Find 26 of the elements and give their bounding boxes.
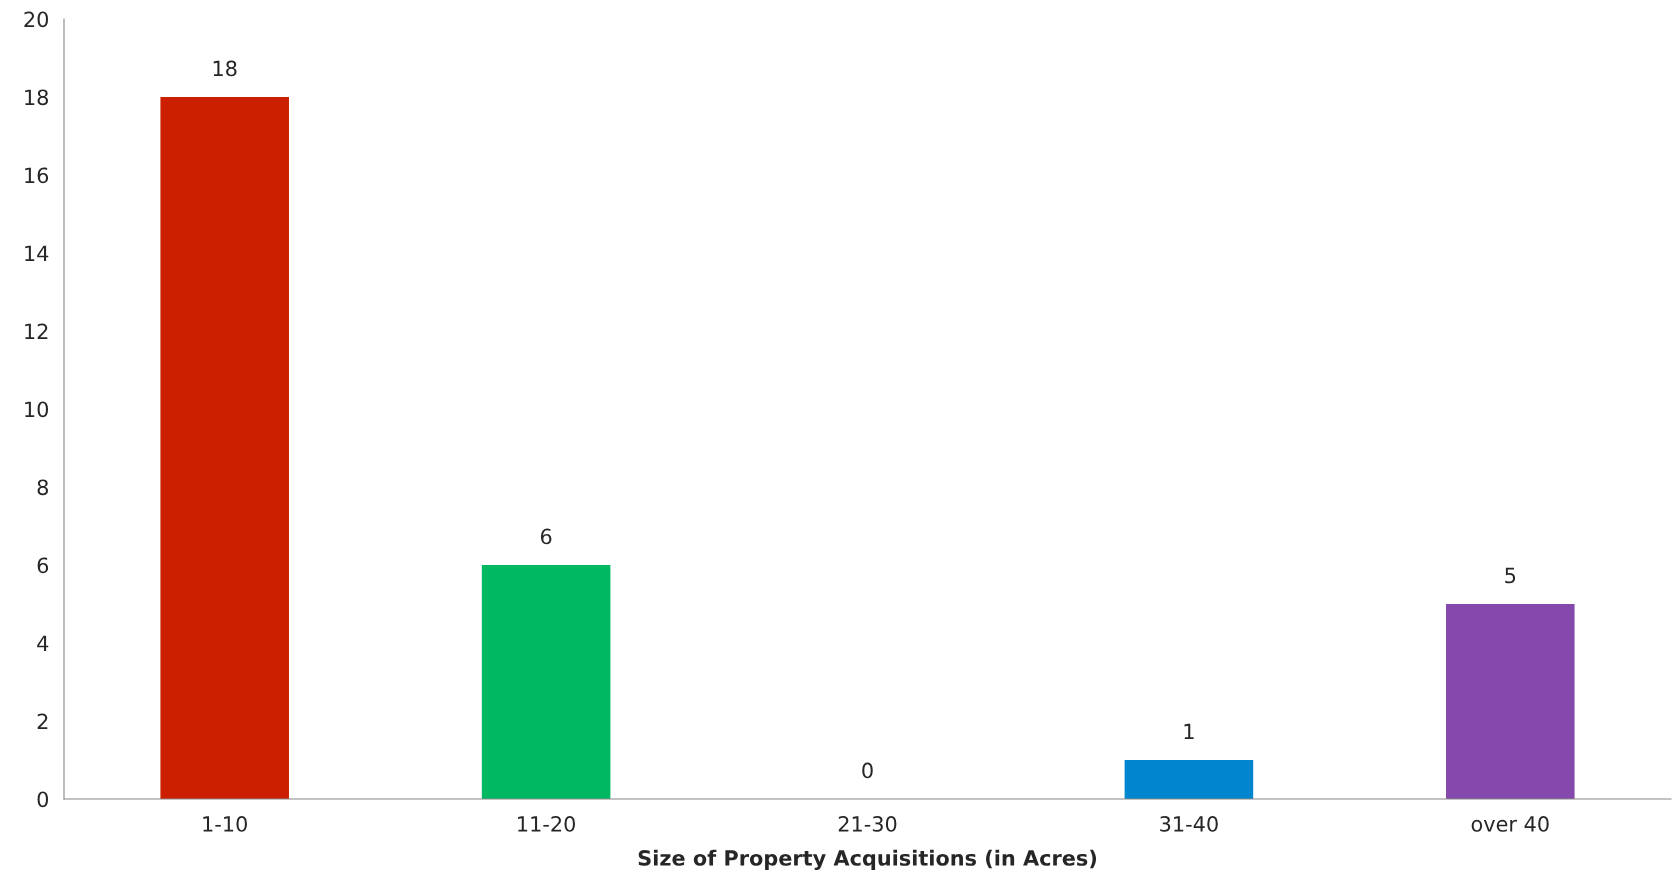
- bar: [160, 97, 289, 799]
- y-tick-label: 14: [25, 245, 49, 261]
- x-tick-label: 31-40: [1160, 816, 1218, 832]
- x-tick-label: over 40: [1471, 816, 1549, 832]
- x-tick-label: 1-10: [203, 816, 247, 832]
- y-tick-label: 18: [25, 89, 48, 106]
- x-tick-label: 21-30: [838, 816, 897, 832]
- y-tick-label: 12: [25, 323, 48, 339]
- bar: [481, 565, 611, 799]
- y-tick-label: 6: [37, 557, 49, 574]
- x-tick-label: 11-20: [518, 816, 575, 832]
- bar: [1446, 604, 1575, 799]
- y-tick-label: 20: [24, 11, 49, 28]
- y-tick-label: 2: [37, 713, 48, 729]
- x-axis-title: Size of Property Acquisitions (in Acres): [638, 849, 1097, 871]
- y-tick-label: 0: [37, 791, 49, 808]
- y-tick-label: 8: [37, 479, 48, 496]
- bar: [1124, 760, 1254, 799]
- data-label: 6: [540, 528, 552, 545]
- data-label: 0: [862, 762, 873, 779]
- data-label: 18: [213, 60, 237, 77]
- y-tick-label: 16: [25, 167, 49, 184]
- data-label: 1: [1184, 723, 1194, 739]
- y-tick-label: 10: [25, 401, 49, 418]
- y-tick-label: 4: [37, 635, 49, 651]
- data-label: 5: [1505, 567, 1516, 584]
